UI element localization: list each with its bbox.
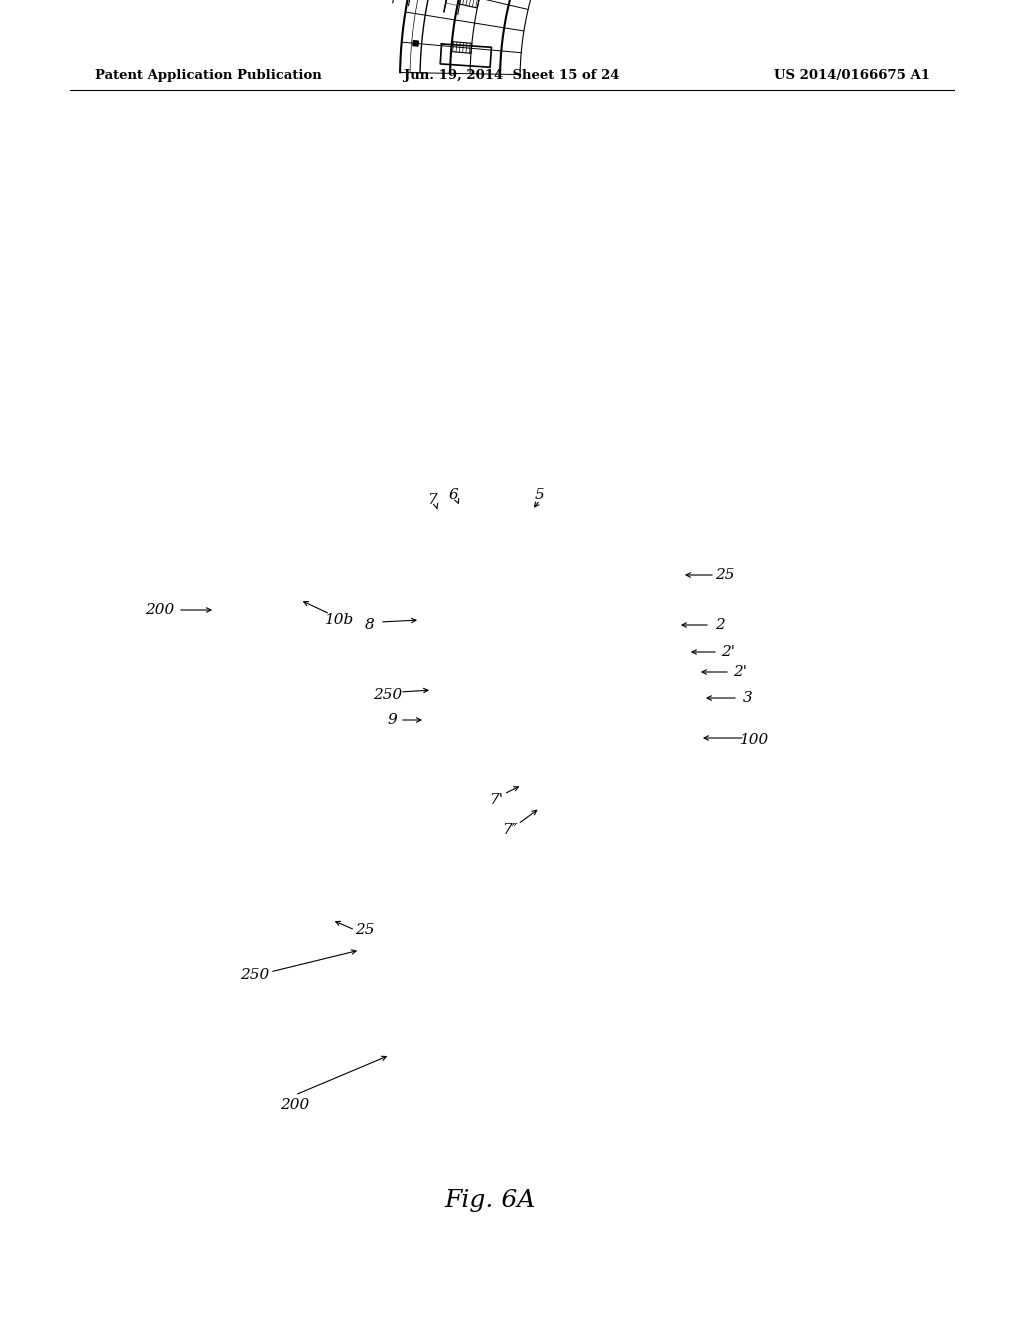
- Polygon shape: [413, 41, 419, 46]
- Text: Fig. 6A: Fig. 6A: [444, 1188, 536, 1212]
- Text: 2': 2': [721, 645, 735, 659]
- Text: 3: 3: [743, 690, 753, 705]
- Text: 6: 6: [449, 488, 458, 502]
- Text: 250: 250: [374, 688, 402, 702]
- Text: 8: 8: [366, 618, 375, 632]
- Text: 7″: 7″: [502, 822, 518, 837]
- Text: Patent Application Publication: Patent Application Publication: [95, 69, 322, 82]
- Text: 100: 100: [740, 733, 770, 747]
- Text: Jun. 19, 2014  Sheet 15 of 24: Jun. 19, 2014 Sheet 15 of 24: [404, 69, 620, 82]
- Text: 200: 200: [145, 603, 175, 616]
- Text: 9: 9: [387, 713, 397, 727]
- Text: 5: 5: [536, 488, 545, 502]
- Text: 2': 2': [733, 665, 746, 678]
- Text: 10b: 10b: [326, 612, 354, 627]
- Text: 25: 25: [715, 568, 735, 582]
- Text: 200: 200: [281, 1098, 309, 1111]
- Text: 2: 2: [715, 618, 725, 632]
- Text: 7: 7: [427, 492, 437, 507]
- Text: US 2014/0166675 A1: US 2014/0166675 A1: [774, 69, 930, 82]
- Text: 7': 7': [489, 793, 503, 807]
- Text: 25: 25: [355, 923, 375, 937]
- Text: 250: 250: [241, 968, 269, 982]
